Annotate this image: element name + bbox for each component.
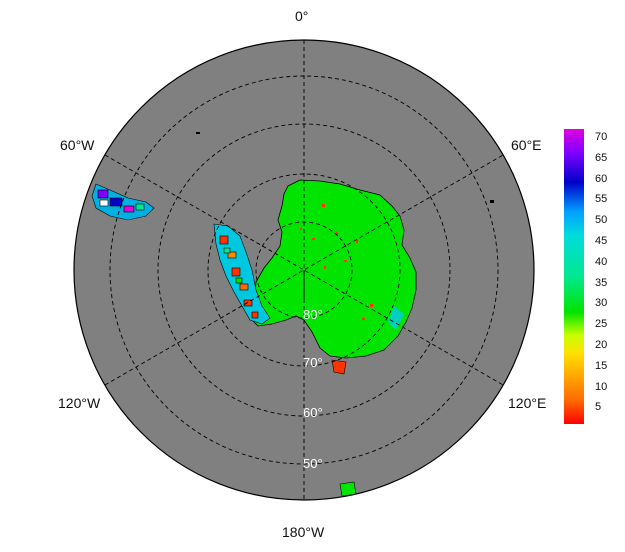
lon-label-60w: 60°W (60, 137, 95, 153)
colorbar-tick-label: 65 (595, 151, 608, 164)
colorbar-tick-label: 35 (595, 276, 608, 289)
south-america-tip (91, 183, 155, 221)
lat-label-80: 80° (303, 307, 323, 322)
graticule (104, 40, 504, 500)
lon-label-180w: 180°W (282, 524, 325, 540)
island-upper-left (196, 132, 200, 134)
colorbar-tick-label: 40 (595, 255, 608, 268)
colorbar-tick-label: 70 (595, 131, 608, 143)
colorbar-tick-label: 55 (595, 193, 608, 206)
lon-label-0: 0° (295, 8, 309, 24)
ross-coast-red (331, 359, 347, 375)
colorbar-tick-label: 60 (595, 172, 608, 185)
colorbar-tick-label: 15 (595, 359, 608, 372)
ice-speckles (300, 204, 373, 320)
lon-label-120w: 120°W (58, 395, 101, 411)
colorbar-tick-label: 45 (595, 235, 608, 247)
lon-label-60e: 60°E (511, 137, 542, 153)
lon-label-120e: 120°E (508, 395, 547, 411)
antarctic-peninsula (213, 223, 271, 325)
lat-label-50: 50° (303, 456, 323, 471)
island-upper-right (490, 200, 494, 203)
colorbar-tick-label: 20 (595, 339, 608, 351)
colorbar-tick-label: 30 (595, 297, 608, 310)
colorbar-tick-label: 5 (595, 401, 602, 414)
colorbar-tick-label: 10 (595, 380, 608, 393)
ross-coast-cyan (388, 306, 404, 330)
island-bottom (339, 481, 357, 497)
lat-label-70: 70° (303, 355, 323, 370)
colorbar-tick-label: 50 (595, 214, 608, 227)
colorbar-tick-label: 25 (595, 318, 608, 331)
antarctica-ice-sheet (249, 179, 417, 359)
lat-label-60: 60° (303, 405, 323, 420)
colorbar (564, 129, 584, 424)
